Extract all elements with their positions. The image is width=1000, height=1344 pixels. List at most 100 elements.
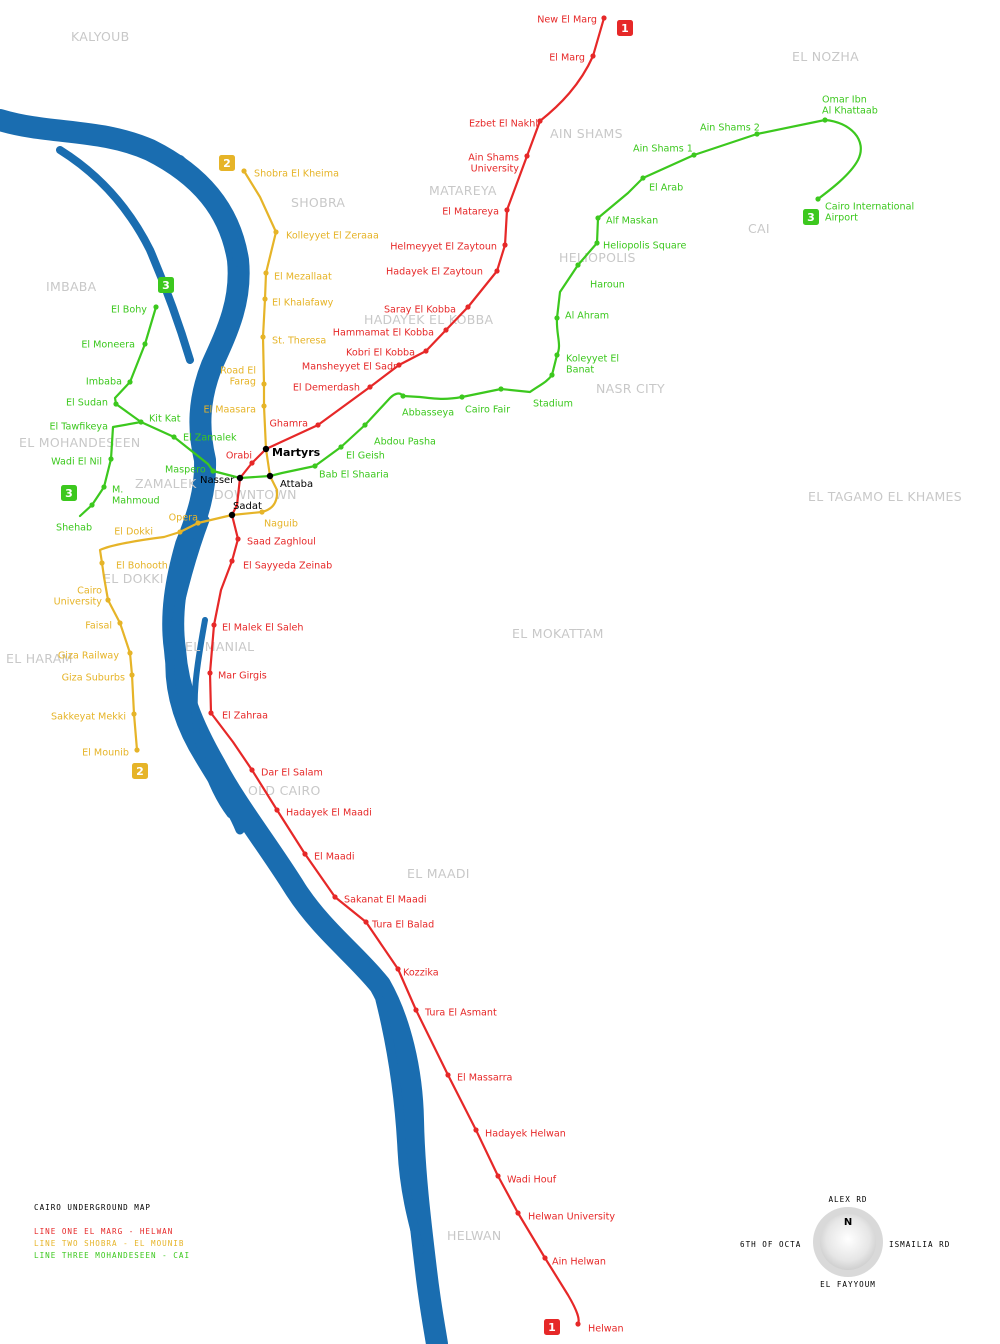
line2-station-label: Sakkeyat Mekki — [51, 712, 126, 723]
line1-station-dot[interactable] — [502, 242, 508, 248]
line1-station-dot[interactable] — [249, 460, 255, 466]
line1-station-dot[interactable] — [443, 327, 449, 333]
line3-station-dot[interactable] — [210, 468, 216, 474]
line1-station-dot[interactable] — [537, 118, 543, 124]
line2-station-dot[interactable] — [117, 620, 123, 626]
line3-station-dot[interactable] — [108, 456, 114, 462]
nile-east-channel — [191, 617, 233, 818]
line3-station-dot[interactable] — [594, 240, 600, 246]
line3-station-dot[interactable] — [171, 434, 177, 440]
line1-station-dot[interactable] — [315, 422, 321, 428]
map-legend: Cairo Underground Map Line One El Marg -… — [34, 1203, 189, 1260]
line2-station-dot[interactable] — [273, 229, 279, 235]
line3-station-dot[interactable] — [459, 394, 465, 400]
line1-station-dot[interactable] — [395, 966, 401, 972]
line1-station-dot[interactable] — [495, 1173, 501, 1179]
line1-station-dot[interactable] — [504, 207, 510, 213]
line3-station-dot[interactable] — [153, 304, 159, 310]
line3-station-dot[interactable] — [549, 372, 555, 378]
line1-station-dot[interactable] — [590, 53, 596, 59]
line1-station-dot[interactable] — [367, 384, 373, 390]
line3-station-dot[interactable] — [754, 131, 760, 137]
line2-station-dot[interactable] — [105, 597, 111, 603]
line1-station-dot[interactable] — [515, 1210, 521, 1216]
line3-station-dot[interactable] — [554, 315, 560, 321]
line1-station-dot[interactable] — [235, 536, 241, 542]
district-label: EL MOKATTAM — [512, 626, 604, 641]
line3-station-dot[interactable] — [127, 379, 133, 385]
line2-station-dot[interactable] — [99, 560, 105, 566]
line3-station-dot[interactable] — [312, 463, 318, 469]
line3-station-dot[interactable] — [640, 175, 646, 181]
line2-station-label: Road El Farag — [220, 366, 256, 388]
line3-station-label: Wadi El Nil — [51, 457, 102, 468]
line3-station-dot[interactable] — [822, 117, 828, 123]
interchange-dot-martyrs[interactable] — [262, 445, 270, 453]
line1-station-dot[interactable] — [445, 1072, 451, 1078]
line1-station-dot[interactable] — [575, 1321, 581, 1327]
line1-station-dot[interactable] — [524, 153, 530, 159]
line2-station-label: El Maasara — [203, 405, 256, 416]
line1-station-dot[interactable] — [302, 851, 308, 857]
line2-station-label: Naguib — [264, 519, 298, 530]
line3-station-dot[interactable] — [815, 196, 821, 202]
line3-station-dot[interactable] — [595, 215, 601, 221]
line2-station-dot[interactable] — [131, 711, 137, 717]
line1-station-dot[interactable] — [465, 304, 471, 310]
interchange-dot-nasser[interactable] — [236, 474, 244, 482]
line1-station-dot[interactable] — [249, 767, 255, 773]
line1-station-label: Helmeyyet El Zaytoun — [390, 242, 497, 253]
line2-station-label: Kolleyyet El Zeraaa — [286, 231, 379, 242]
line3-station-dot[interactable] — [138, 419, 144, 425]
line1-station-dot[interactable] — [211, 622, 217, 628]
line2-station-dot[interactable] — [261, 381, 267, 387]
line2-station-dot[interactable] — [134, 747, 140, 753]
line1-station-dot[interactable] — [207, 670, 213, 676]
line1-station-dot[interactable] — [413, 1007, 419, 1013]
line3-station-dot[interactable] — [498, 386, 504, 392]
line1-station-dot[interactable] — [423, 348, 429, 354]
line3-station-dot[interactable] — [113, 401, 119, 407]
line3-station-label: El Moneera — [81, 340, 135, 351]
line3-station-dot[interactable] — [89, 502, 95, 508]
interchange-label-nasser: Nasser — [200, 475, 235, 486]
line2-station-dot[interactable] — [259, 509, 265, 515]
line2-station-label: El Khalafawy — [272, 298, 334, 309]
line2-station-dot[interactable] — [195, 520, 201, 526]
line3-station-dot[interactable] — [101, 484, 107, 490]
line1-station-dot[interactable] — [542, 1255, 548, 1261]
interchange-dot-sadat[interactable] — [228, 511, 236, 519]
line2-station-dot[interactable] — [127, 650, 133, 656]
line3-station-dot[interactable] — [338, 444, 344, 450]
line3-station-dot[interactable] — [362, 422, 368, 428]
district-label: IMBABA — [46, 279, 97, 294]
line1-station-dot[interactable] — [473, 1127, 479, 1133]
line3-station-dot[interactable] — [142, 341, 148, 347]
line2-station-dot[interactable] — [263, 270, 269, 276]
line1-station-dot[interactable] — [601, 15, 607, 21]
line1-station-dot[interactable] — [274, 807, 280, 813]
line2-station-dot[interactable] — [260, 334, 266, 340]
interchange-label-martyrs: Martyrs — [272, 446, 321, 459]
district-label: OLD CAIRO — [248, 783, 321, 798]
line2-station-dot[interactable] — [262, 296, 268, 302]
line1-station-dot[interactable] — [363, 919, 369, 925]
interchange-dot-attaba[interactable] — [266, 472, 274, 480]
line3-station-dot[interactable] — [691, 152, 697, 158]
line2-station-dot[interactable] — [129, 672, 135, 678]
line2-station-dot[interactable] — [177, 529, 183, 535]
line1-station-dot[interactable] — [396, 362, 402, 368]
line3-station-dot[interactable] — [400, 393, 406, 399]
line3-station-dot[interactable] — [575, 262, 581, 268]
line3-station-dot[interactable] — [554, 352, 560, 358]
district-label: NASR CITY — [596, 381, 665, 396]
line1-station-dot[interactable] — [208, 710, 214, 716]
line1-station-dot[interactable] — [332, 894, 338, 900]
line2-station-dot[interactable] — [261, 403, 267, 409]
line1-station-dot[interactable] — [494, 268, 500, 274]
line3-station-label: Al Ahram — [565, 311, 609, 322]
line-badges: 1 1 2 2 3 3 3 — [61, 20, 819, 1335]
line3-badge: 3 — [61, 485, 77, 501]
line2-station-dot[interactable] — [241, 168, 247, 174]
line1-station-dot[interactable] — [229, 558, 235, 564]
